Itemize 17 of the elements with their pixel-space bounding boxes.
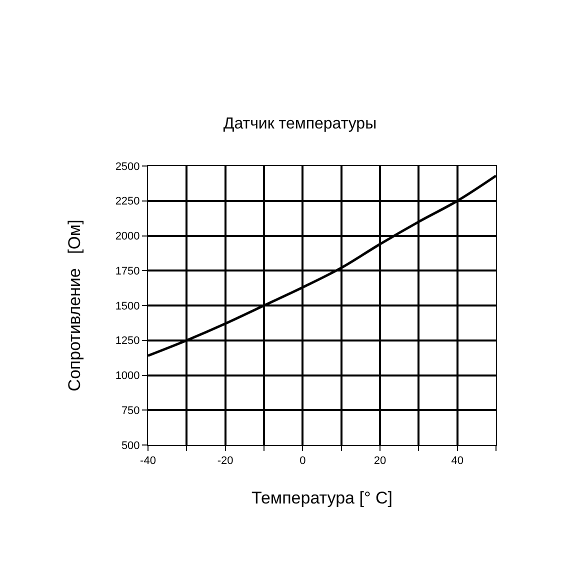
- y-axis-title: Сопротивление [Ом]: [64, 220, 84, 392]
- y-tick-label: 2500: [115, 160, 140, 173]
- y-tick-label: 1000: [115, 370, 140, 382]
- y-tick-label: 2000: [115, 230, 140, 243]
- y-tick-label: 2250: [115, 196, 140, 208]
- x-axis-title: Температура [° C]: [252, 488, 392, 508]
- x-tick-label: 20: [374, 455, 386, 468]
- y-tick-label: 1750: [115, 265, 140, 278]
- x-tick-label: -20: [217, 455, 234, 468]
- y-tick-label: 750: [121, 404, 140, 417]
- chart-title: Датчик температуры: [223, 116, 377, 133]
- y-tick-label: 1500: [115, 300, 140, 312]
- x-tick-label: 40: [451, 455, 464, 468]
- y-tick-label: 500: [121, 440, 140, 452]
- y-tick-label: 1250: [115, 335, 140, 348]
- x-tick-label: 0: [300, 455, 306, 468]
- x-tick-label: -40: [140, 455, 156, 468]
